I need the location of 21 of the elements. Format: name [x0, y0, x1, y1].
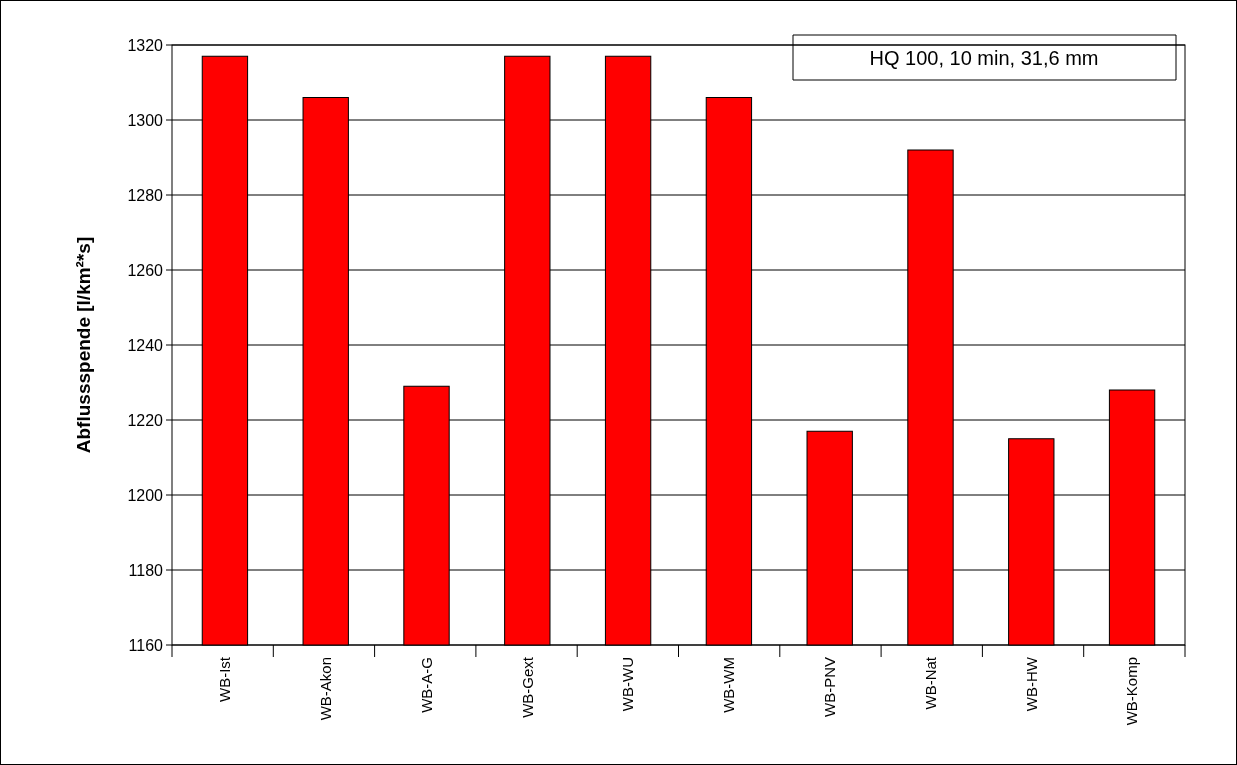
x-tick-label: WB-Ist	[216, 656, 234, 702]
y-tick-label: 1280	[127, 186, 164, 204]
y-tick-label: 1220	[127, 411, 164, 429]
x-tick-label: WB-WM	[720, 657, 738, 713]
y-tick-label: 1160	[128, 636, 164, 654]
x-tick-label: WB-HW	[1022, 656, 1040, 712]
y-tick-label: 1200	[127, 486, 164, 504]
y-axis-title: Abflussspende [l/km²*s]	[73, 236, 94, 454]
x-tick-label: WB-Akon	[316, 657, 334, 721]
x-tick-label: WB-Gext	[518, 656, 536, 718]
annotation: HQ 100, 10 min, 31,6 mm	[869, 47, 1099, 69]
x-tick-label: WB-WU	[619, 657, 637, 712]
y-tick-label: 1260	[127, 261, 164, 279]
y-tick-label: 1300	[127, 111, 164, 129]
y-tick-label: 1320	[127, 36, 164, 54]
x-tick-label: WB-PNV	[820, 657, 838, 717]
x-tick-label: WB-A-G	[417, 657, 435, 713]
x-tick-label: WB-Komp	[1123, 657, 1141, 726]
y-tick-label: 1180	[128, 561, 164, 579]
x-tick-label: WB-Nat	[921, 656, 939, 710]
y-tick-label: 1240	[127, 336, 164, 354]
